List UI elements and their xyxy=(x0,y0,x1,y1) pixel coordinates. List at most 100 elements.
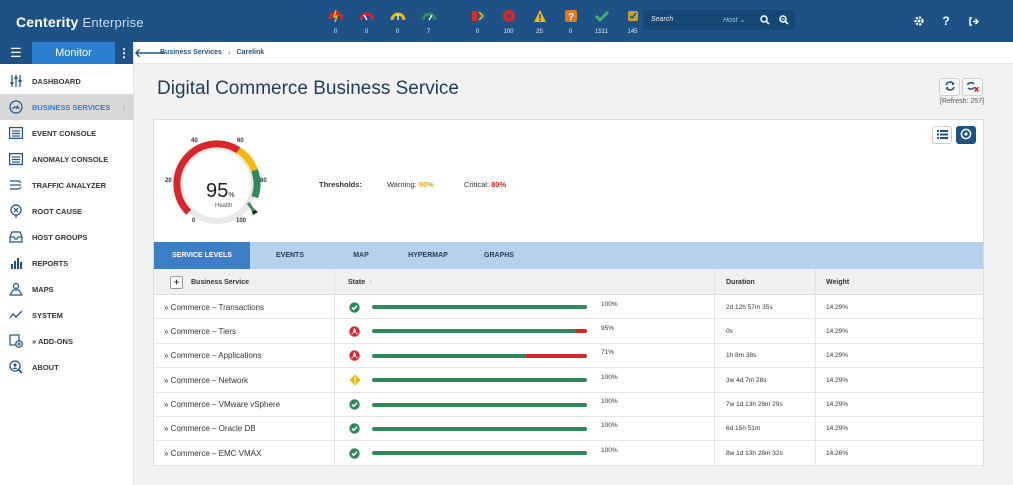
tab-service-levels[interactable]: SERVICE LEVELS xyxy=(154,242,250,269)
sidebar-item-maps[interactable]: MAPS xyxy=(0,276,133,302)
gauge-view-icon xyxy=(960,128,972,142)
row-percent: 100% xyxy=(601,300,618,308)
table-row[interactable]: » Commerce – VMware vSphere 100% 7w 1d 13h… xyxy=(154,393,983,417)
search-scope-value: Host xyxy=(723,17,738,24)
sidebar-item-about[interactable]: ABOUT xyxy=(0,354,133,380)
header-duration[interactable]: Duration xyxy=(726,278,755,286)
row-percent: 95% xyxy=(601,324,615,332)
table-row[interactable]: » Commerce – Oracle DB 100% 6d 15h 51m 14.2… xyxy=(154,417,983,442)
critical-value: 80% xyxy=(491,180,507,189)
sidebar-item-reports[interactable]: REPORTS xyxy=(0,250,133,276)
sidebar-item-root-cause[interactable]: ROOT CAUSE xyxy=(0,198,133,224)
logout-icon[interactable] xyxy=(964,12,982,30)
sidebar-item-event-console[interactable]: EVENT CONSOLE xyxy=(0,120,133,146)
service-level-bar xyxy=(372,378,587,383)
page-scrollbar[interactable] xyxy=(1004,64,1013,485)
status-service-acknowledged[interactable]: 145 xyxy=(617,6,648,40)
search-input[interactable]: Search xyxy=(651,16,674,23)
status-service-critical[interactable]: 100 xyxy=(493,6,524,40)
row-weight: 14.29% xyxy=(826,376,849,384)
state-ok-icon xyxy=(349,295,369,319)
service-level-bar xyxy=(372,451,587,456)
status-host-critical[interactable]: 0 xyxy=(351,6,382,40)
header-state[interactable]: State ↑ xyxy=(348,269,373,295)
search-icon[interactable] xyxy=(757,13,773,27)
status-host-ok[interactable]: 7 xyxy=(413,6,444,40)
service-level-deficit xyxy=(576,329,587,334)
row-service-name[interactable]: » Commerce – VMware vSphere xyxy=(164,400,281,410)
tab-hypermap[interactable]: HYPERMAP xyxy=(408,252,448,259)
status-service-ok[interactable]: 1511 xyxy=(586,6,617,40)
status-service-unknown[interactable]: ? 0 xyxy=(555,6,586,40)
expand-all-button[interactable]: + xyxy=(170,275,183,289)
back-arrow-icon[interactable]: 🡐 xyxy=(134,46,167,60)
more-options-icon[interactable]: ⋮ xyxy=(118,46,131,60)
table-row[interactable]: » Commerce – Network 100% 3w 4d 7m 28s 14.2… xyxy=(154,368,983,393)
status-count: 0 xyxy=(475,29,480,35)
hamburger-menu-icon[interactable]: ☰ xyxy=(10,45,22,60)
search-scope-dropdown[interactable]: Host ⌄ xyxy=(723,17,746,24)
breadcrumb-carelink[interactable]: Carelink xyxy=(236,49,265,56)
settings-gear-icon[interactable] xyxy=(910,12,928,30)
row-service-name[interactable]: » Commerce – Transactions xyxy=(164,302,265,312)
status-host-down[interactable]: 0 xyxy=(320,6,351,40)
state-critical-icon xyxy=(349,319,369,343)
refresh-button[interactable] xyxy=(939,78,960,96)
sidebar-item-add-ons[interactable]: » ADD-ONS xyxy=(0,328,133,354)
sidebar-item-anomaly-console[interactable]: ANOMALY CONSOLE xyxy=(0,146,133,172)
addons-icon xyxy=(8,333,24,349)
help-icon[interactable]: ? xyxy=(942,14,950,28)
service-critical-icon xyxy=(499,6,519,26)
sidebar-item-label: » ADD-ONS xyxy=(32,336,73,346)
sidebar-item-traffic-analyzer[interactable]: TRAFFIC ANALYZER xyxy=(0,172,133,198)
status-count: 0 xyxy=(395,29,400,35)
table-row[interactable]: » Commerce – EMC VMAX 100% 8w 1d 13h 28m 3… xyxy=(154,441,983,466)
gauge-view-button[interactable] xyxy=(956,126,976,144)
tab-events[interactable]: EVENTS xyxy=(275,252,304,259)
list-view-button[interactable] xyxy=(932,126,952,144)
table-row[interactable]: » Commerce – Tiers 95% 0s 14.29% xyxy=(154,319,983,344)
sidebar-item-dashboard[interactable]: DASHBOARD xyxy=(0,68,133,94)
row-service-name[interactable]: » Commerce – Oracle DB xyxy=(164,424,256,434)
health-value: 95% xyxy=(206,180,234,203)
row-weight: 14.29% xyxy=(826,425,849,433)
header-business-service: + Business Service xyxy=(170,269,249,295)
header-weight[interactable]: Weight xyxy=(826,278,850,286)
status-service-down[interactable]: 0 xyxy=(462,6,493,40)
service-level-bar xyxy=(372,329,587,334)
map-icon xyxy=(8,281,24,297)
sidebar-item-label: REPORTS xyxy=(32,258,69,268)
warning-threshold: Warning: 90% xyxy=(387,180,434,189)
status-host-warning[interactable]: 0 xyxy=(382,6,413,40)
tab-graphs[interactable]: GRAPHS xyxy=(484,252,514,259)
table-row[interactable]: » Commerce – Transactions 100% 2d 12h 57m … xyxy=(154,295,983,320)
sidebar-item-business-services[interactable]: BUSINESS SERVICES › xyxy=(0,94,133,120)
row-duration: 0s xyxy=(726,327,733,335)
row-service-name[interactable]: » Commerce – EMC VMAX xyxy=(164,448,262,458)
sidebar-item-system[interactable]: SYSTEM xyxy=(0,302,133,328)
bar-chart-icon xyxy=(8,255,24,271)
brand-logo[interactable]: Centerity Enterprise xyxy=(16,14,144,30)
table-row[interactable]: » Commerce – Applications 71% 1h 8m 38s 14.… xyxy=(154,344,983,369)
sidebar-item-host-groups[interactable]: HOST GROUPS xyxy=(0,224,133,250)
refresh-countdown: [Refresh: 257] xyxy=(940,98,984,105)
tab-map[interactable]: MAP xyxy=(353,252,369,259)
row-service-name[interactable]: » Commerce – Tiers xyxy=(164,326,237,336)
advanced-search-icon[interactable] xyxy=(776,13,792,27)
stop-refresh-button[interactable] xyxy=(962,78,983,96)
column-divider xyxy=(815,269,816,465)
status-summary: 0 0 0 7 0 100 xyxy=(320,6,648,40)
inbox-icon xyxy=(8,229,24,245)
row-service-name[interactable]: » Commerce – Network xyxy=(164,375,249,385)
gauge-tick-40: 40 xyxy=(191,138,198,144)
monitor-section-button[interactable]: Monitor xyxy=(31,42,116,64)
breadcrumb-business-services[interactable]: Business Services xyxy=(160,49,222,56)
monitor-section-label: Monitor xyxy=(55,47,92,59)
list-icon xyxy=(8,125,24,141)
status-service-warning[interactable]: 25 xyxy=(524,6,555,40)
row-service-name[interactable]: » Commerce – Applications xyxy=(164,351,262,361)
service-level-deficit xyxy=(524,353,587,358)
chevron-right-icon: › xyxy=(122,102,126,112)
search-box[interactable]: Search Host ⌄ xyxy=(643,10,795,30)
